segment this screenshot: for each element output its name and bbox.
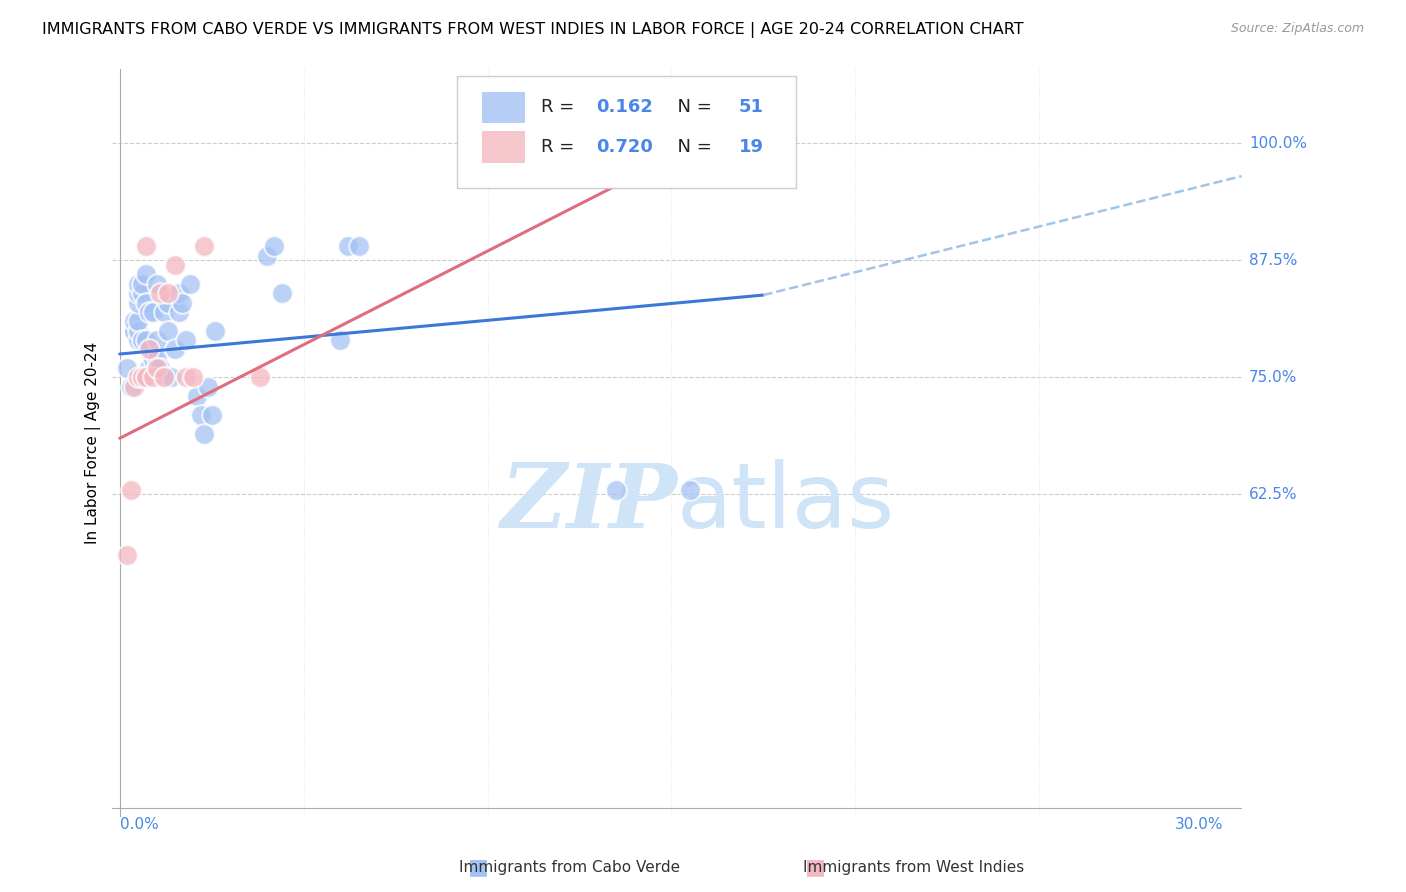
Point: [124, 324, 146, 338]
Point: [131, 286, 153, 301]
Point: [270, 286, 292, 301]
Text: 0.162: 0.162: [596, 98, 652, 117]
Point: [120, 483, 142, 497]
Point: [186, 389, 208, 403]
Point: [153, 370, 176, 384]
Point: [124, 380, 146, 394]
Point: [190, 408, 212, 422]
Point: [347, 239, 370, 253]
Text: 75.0%: 75.0%: [1249, 370, 1298, 385]
Point: [179, 277, 201, 291]
Text: 30.0%: 30.0%: [1174, 817, 1223, 832]
Point: [149, 286, 172, 301]
Text: atlas: atlas: [676, 458, 896, 547]
Point: [138, 343, 160, 357]
Point: [163, 343, 186, 357]
Point: [149, 361, 172, 376]
Point: [115, 549, 138, 563]
Text: Source: ZipAtlas.com: Source: ZipAtlas.com: [1230, 22, 1364, 36]
Point: [142, 351, 165, 366]
Point: [201, 408, 224, 422]
Text: 62.5%: 62.5%: [1249, 487, 1298, 502]
Text: ZIP: ZIP: [501, 459, 676, 546]
Point: [134, 370, 156, 384]
Text: 0.0%: 0.0%: [120, 817, 159, 832]
Point: [127, 295, 149, 310]
Point: [142, 370, 165, 384]
Point: [156, 295, 179, 310]
Point: [197, 380, 219, 394]
Point: [138, 361, 160, 376]
Point: [142, 305, 165, 319]
Point: [679, 483, 702, 497]
Text: 51: 51: [740, 98, 763, 117]
Point: [145, 333, 167, 347]
Point: [131, 277, 153, 291]
Point: [183, 370, 205, 384]
Text: 19: 19: [740, 138, 763, 156]
Point: [167, 305, 190, 319]
Point: [115, 361, 138, 376]
Point: [153, 305, 176, 319]
Text: N =: N =: [665, 138, 717, 156]
Point: [145, 277, 167, 291]
Point: [160, 370, 183, 384]
Point: [131, 370, 153, 384]
Point: [156, 324, 179, 338]
Text: Immigrants from West Indies: Immigrants from West Indies: [803, 860, 1025, 874]
Point: [204, 324, 226, 338]
Point: [193, 239, 215, 253]
Point: [329, 333, 352, 347]
Point: [134, 295, 156, 310]
Text: IMMIGRANTS FROM CABO VERDE VS IMMIGRANTS FROM WEST INDIES IN LABOR FORCE | AGE 2: IMMIGRANTS FROM CABO VERDE VS IMMIGRANTS…: [42, 22, 1024, 38]
Point: [263, 239, 285, 253]
Text: 87.5%: 87.5%: [1249, 253, 1298, 268]
Point: [127, 286, 149, 301]
Point: [167, 286, 190, 301]
Point: [679, 136, 702, 151]
Point: [127, 333, 149, 347]
Point: [131, 333, 153, 347]
Point: [336, 239, 359, 253]
Point: [127, 370, 149, 384]
Point: [145, 351, 167, 366]
Point: [127, 277, 149, 291]
Point: [134, 268, 156, 282]
Point: [174, 370, 197, 384]
Point: [124, 314, 146, 328]
Point: [120, 380, 142, 394]
Point: [682, 136, 704, 151]
Point: [124, 324, 146, 338]
Y-axis label: In Labor Force | Age 20-24: In Labor Force | Age 20-24: [86, 342, 101, 544]
Point: [127, 324, 149, 338]
Bar: [482, 131, 524, 163]
Text: R =: R =: [541, 98, 581, 117]
Point: [605, 483, 627, 497]
Text: 0.720: 0.720: [596, 138, 652, 156]
Point: [134, 333, 156, 347]
Point: [172, 295, 194, 310]
Text: ■: ■: [468, 857, 488, 877]
Text: N =: N =: [665, 98, 717, 117]
Point: [134, 239, 156, 253]
Text: ■: ■: [806, 857, 825, 877]
Bar: [482, 92, 524, 123]
Point: [145, 361, 167, 376]
Text: R =: R =: [541, 138, 581, 156]
FancyBboxPatch shape: [457, 76, 796, 188]
Text: 100.0%: 100.0%: [1249, 136, 1308, 151]
Point: [174, 333, 197, 347]
Text: Immigrants from Cabo Verde: Immigrants from Cabo Verde: [458, 860, 681, 874]
Point: [138, 305, 160, 319]
Point: [127, 314, 149, 328]
Point: [249, 370, 271, 384]
Point: [156, 286, 179, 301]
Point: [163, 258, 186, 272]
Point: [153, 370, 176, 384]
Point: [256, 249, 278, 263]
Point: [193, 426, 215, 441]
